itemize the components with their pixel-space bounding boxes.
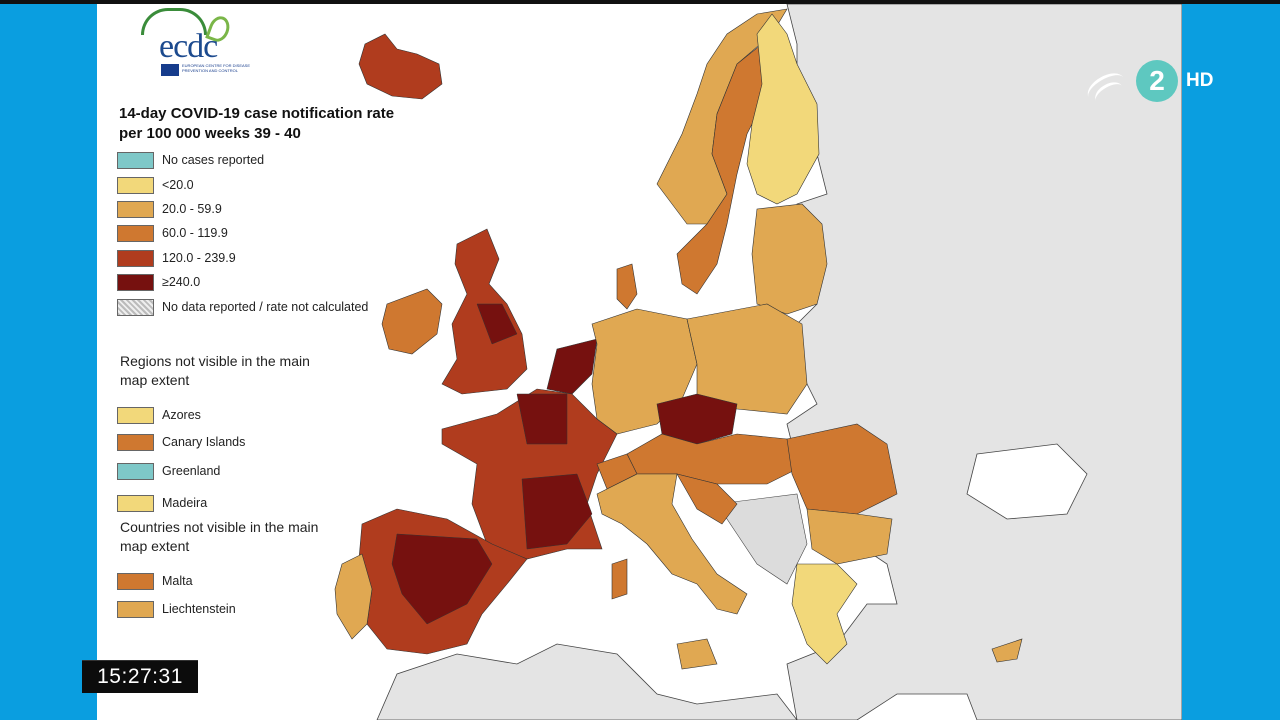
country-swatch [117,572,154,590]
legend-label: 60.0 - 119.9 [162,226,228,240]
country-swatch [117,600,154,618]
legend-label: No cases reported [162,153,265,167]
legend-label: No data reported / rate not calculated [162,300,369,314]
legend-item: <20.0 [117,175,194,195]
legend-swatch-hatched [117,298,154,316]
country-item: Malta [117,571,193,591]
hd-badge: HD [1186,70,1214,91]
eu-flag-icon [161,64,179,76]
legend-label: <20.0 [162,178,194,192]
logo-subtitle: EUROPEAN CENTRE FOR DISEASE PREVENTION A… [182,63,251,73]
legend-swatch [117,200,154,218]
legend-item: 120.0 - 239.9 [117,248,236,268]
legend-label: 20.0 - 59.9 [162,202,222,216]
broadcast-clock: 15:27:31 [82,660,198,693]
map-frame: ecdc EUROPEAN CENTRE FOR DISEASE PREVENT… [97,4,1182,720]
legend-item: No data reported / rate not calculated [117,297,368,317]
legend-swatch [117,176,154,194]
legend-item: 20.0 - 59.9 [117,199,222,219]
region-swatch [117,433,154,451]
legend-label: 120.0 - 239.9 [162,251,236,265]
channel-number: 2 [1136,60,1178,102]
legend-swatch [117,224,154,242]
europe-map [334,4,1182,720]
region-label: Madeira [162,496,208,510]
legend-swatch [117,249,154,267]
legend-item: ≥240.0 [117,272,200,292]
region-item: Canary Islands [117,432,245,452]
region-label: Canary Islands [162,435,246,449]
legend-item: 60.0 - 119.9 [117,223,228,243]
region-item: Greenland [117,461,220,481]
region-swatch [117,462,154,480]
map-title: 14-day COVID-19 case notification rate p… [119,105,395,142]
channel-logo: 2 HD [1082,58,1226,110]
ecdc-logo: ecdc EUROPEAN CENTRE FOR DISEASE PREVENT… [117,6,250,84]
region-label: Greenland [162,464,221,478]
logo-wordmark: ecdc [159,28,218,65]
region-swatch [117,494,154,512]
regions-section-title: Regions not visible in the main map exte… [120,353,310,388]
region-item: Azores [117,405,201,425]
region-label: Azores [162,408,201,422]
region-swatch [117,406,154,424]
top-black-bar [0,0,1280,4]
country-label: Malta [162,574,193,588]
legend-label: ≥240.0 [162,275,201,289]
country-item: Liechtenstein [117,599,236,619]
country-label: Liechtenstein [162,602,236,616]
region-item: Madeira [117,493,207,513]
legend-swatch [117,151,154,169]
countries-section-title: Countries not visible in the main map ex… [120,519,319,554]
legend-swatch [117,273,154,291]
legend-item: No cases reported [117,150,264,170]
